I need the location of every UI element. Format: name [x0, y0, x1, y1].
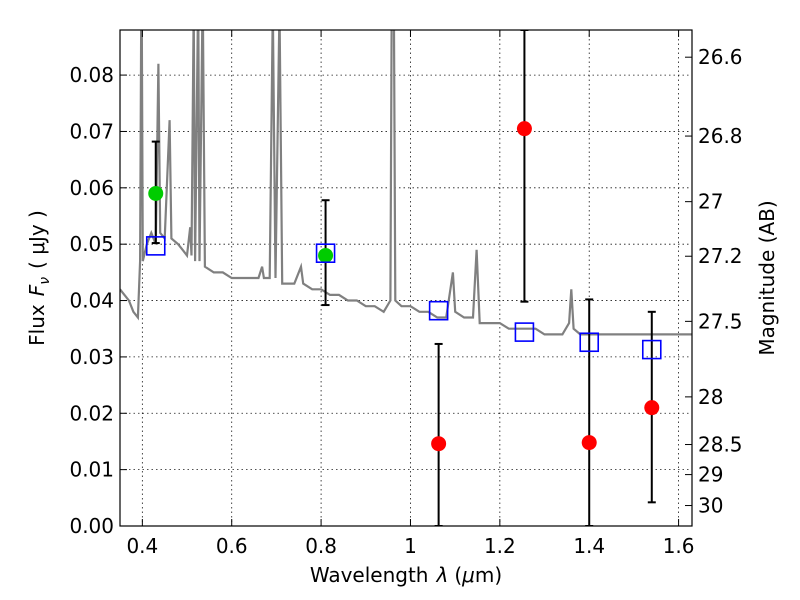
y-tick-label: 0.01 — [69, 458, 114, 482]
x-tick-label: 1.6 — [663, 534, 695, 558]
model-photometry-square — [579, 332, 600, 353]
y-tick-label: 0.06 — [69, 176, 114, 200]
y2-tick-label: 27.5 — [698, 309, 743, 333]
y2-tick-label: 28 — [698, 385, 723, 409]
observed-point — [644, 400, 660, 416]
y-tick-label: 0.07 — [69, 119, 114, 143]
y-tick-label: 0.04 — [69, 289, 114, 313]
x-tick-label: 1.4 — [573, 534, 605, 558]
observed-point — [581, 435, 597, 451]
y2-axis-label: Magnitude (AB) — [755, 200, 779, 355]
model-photometry-square — [428, 300, 449, 321]
y-axis-label: FluxFν( μJy ) — [25, 210, 53, 346]
x-tick-label: 1.2 — [484, 534, 516, 558]
y-tick-label: 0.08 — [69, 63, 114, 87]
observed-point — [431, 436, 447, 452]
y2-tick-label: 28.5 — [698, 433, 743, 457]
y2-tick-label: 30 — [698, 494, 723, 518]
model-photometry-square — [641, 339, 662, 360]
y-tick-label: 0.03 — [69, 345, 114, 369]
error-bars — [151, 30, 656, 526]
observed-point — [148, 185, 164, 201]
plot-frame — [119, 29, 693, 527]
data-markers — [145, 121, 662, 452]
y2-tick-label: 27 — [698, 190, 723, 214]
y2-tick-label: 26.8 — [698, 124, 743, 148]
observed-point — [516, 121, 532, 137]
y-tick-label: 0.02 — [69, 401, 114, 425]
x-tick-label: 0.4 — [126, 534, 158, 558]
y2-tick-label: 27.2 — [698, 244, 743, 268]
x-tick-label: 0.6 — [216, 534, 248, 558]
x-axis-label: Wavelength λ (μm) — [310, 563, 502, 587]
y-tick-label: 0.00 — [69, 514, 114, 538]
plot-data-layer — [120, 30, 692, 526]
y-tick-label: 0.05 — [69, 232, 114, 256]
y2-tick-label: 26.6 — [698, 45, 743, 69]
y-axis-right: 26.6 26.8 27 27.2 27.5 28 28.5 29 30 — [685, 45, 743, 518]
x-tick-label: 1 — [404, 534, 417, 558]
x-axis: 0.4 0.6 0.8 1 1.2 1.4 1.6 — [126, 30, 695, 558]
y2-tick-label: 29 — [698, 463, 723, 487]
model-photometry-square — [514, 322, 535, 342]
model-photometry-square — [145, 236, 166, 256]
grid-layer — [120, 30, 692, 527]
model-photometry-square — [315, 243, 336, 263]
model-spectrum-line — [120, 30, 692, 336]
observed-point — [318, 247, 334, 263]
y-axis-left: 0.00 0.01 0.02 0.03 0.04 0.05 0.06 0.07 0.08 — [69, 63, 127, 538]
x-tick-label: 0.8 — [305, 534, 337, 558]
